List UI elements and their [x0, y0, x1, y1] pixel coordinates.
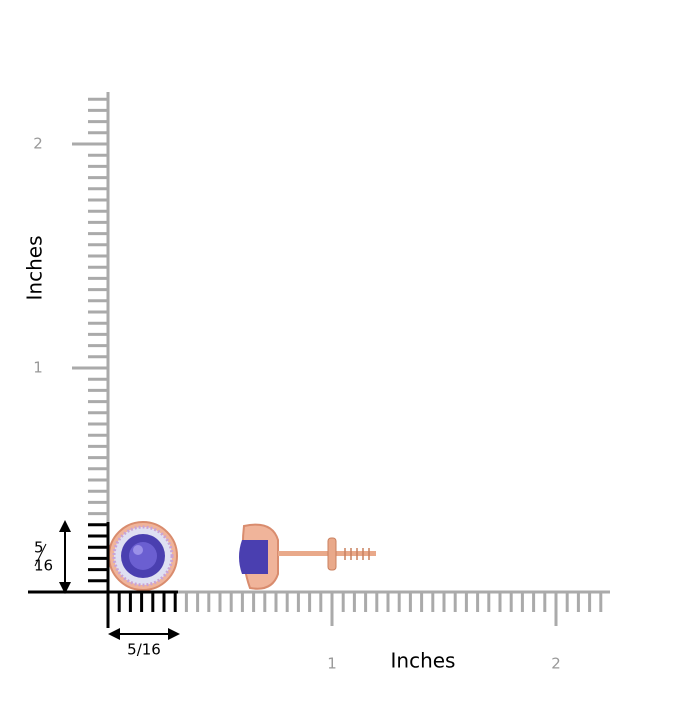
height-numerator: 5: [34, 539, 44, 557]
height-denominator: 16: [34, 557, 53, 575]
tick-label: 1: [33, 359, 43, 377]
tick-label: 2: [33, 135, 43, 153]
dimension-arrows: [59, 520, 180, 640]
fraction-bar: [34, 543, 47, 567]
earring-front: [108, 521, 178, 591]
rulers: 1 2 1 2: [28, 92, 610, 673]
earring-side: [239, 523, 376, 590]
horizontal-axis-label: Inches: [391, 649, 456, 673]
tick-label: 1: [327, 655, 337, 673]
width-label: 5/16: [127, 641, 161, 659]
tick-label: 2: [551, 655, 561, 673]
vertical-axis-label: Inches: [23, 236, 47, 301]
